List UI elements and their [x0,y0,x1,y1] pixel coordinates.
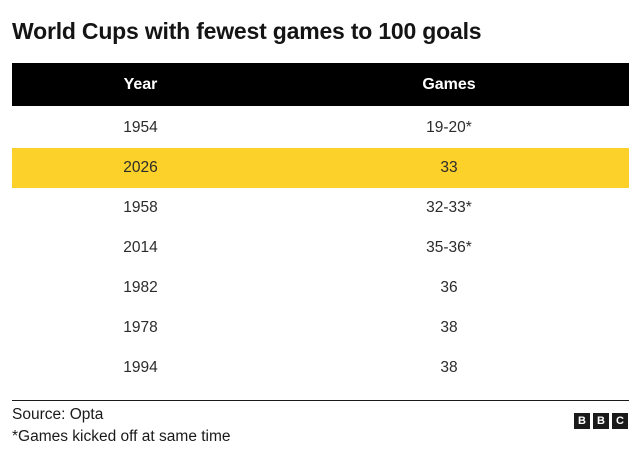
table-row: 1994 38 [12,348,629,388]
cell-games: 36 [440,279,458,296]
table-row: 1958 32-33* [12,188,629,228]
table-row: 1982 36 [12,268,629,308]
cell-year: 1994 [123,359,158,376]
cell-year: 1954 [123,119,158,136]
table-row: 2014 35-36* [12,228,629,268]
bbc-logo-letter: B [593,413,609,429]
column-header-year: Year [123,75,158,93]
cell-games: 38 [440,319,458,336]
bbc-logo: B B C [574,413,628,429]
cell-games: 33 [440,159,458,176]
footnote: *Games kicked off at same time [12,428,231,445]
cell-year: 2026 [123,159,158,176]
footer: Source: Opta *Games kicked off at same t… [12,404,231,448]
column-header-games: Games [422,75,476,93]
table-row: 2026 33 [12,148,629,188]
cell-year: 1958 [123,199,158,216]
cell-games: 35-36* [426,239,472,256]
data-table: Year Games 1954 19-20* 2026 33 1958 32-33* 201… [12,63,629,388]
cell-games: 32-33* [426,199,472,216]
cell-games: 38 [440,359,458,376]
table-header: Year Games [12,63,629,106]
table-row: 1978 38 [12,308,629,348]
bbc-logo-letter: C [612,413,628,429]
cell-games: 19-20* [426,119,472,136]
cell-year: 1982 [123,279,158,296]
cell-year: 2014 [123,239,158,256]
source-note: Source: Opta [12,406,104,423]
cell-year: 1978 [123,319,158,336]
bbc-logo-letter: B [574,413,590,429]
table-row: 1954 19-20* [12,108,629,148]
table-body: 1954 19-20* 2026 33 1958 32-33* 2014 35-36* 1982… [12,108,629,388]
chart-title: World Cups with fewest games to 100 goal… [12,18,482,44]
footer-divider [12,400,629,401]
